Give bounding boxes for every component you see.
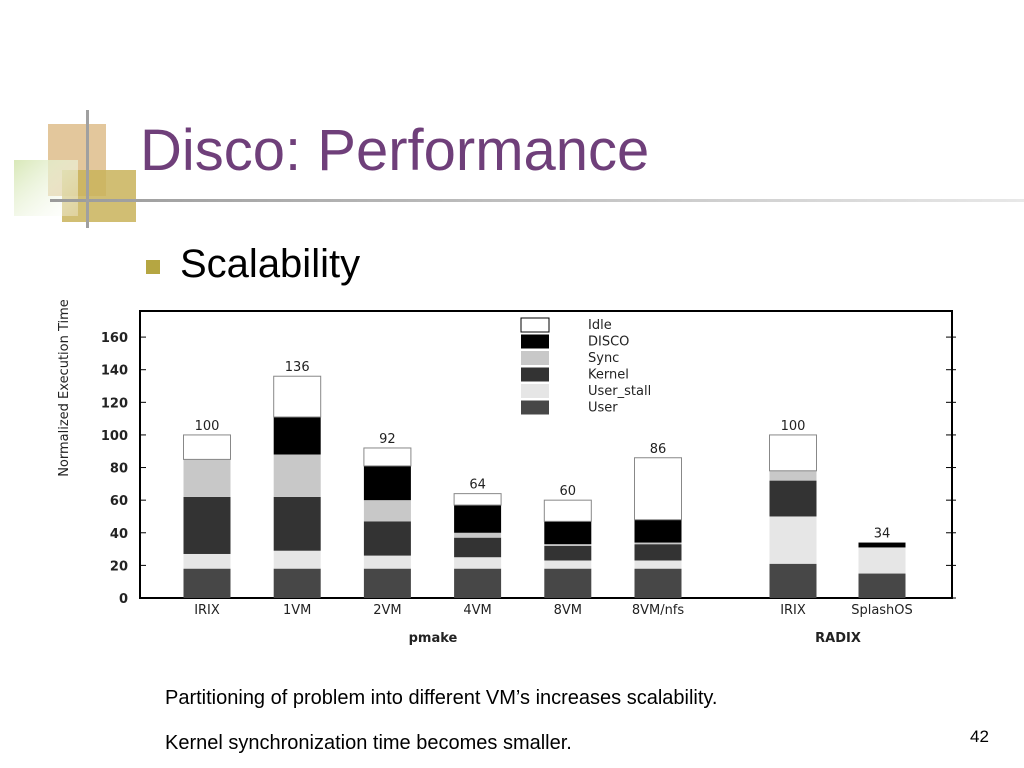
x-tick-label: 8VM/nfs bbox=[632, 603, 685, 618]
total-label: 100 bbox=[195, 419, 220, 434]
bar-segment bbox=[453, 493, 502, 506]
bar-segment bbox=[183, 434, 231, 460]
bar-segment bbox=[769, 470, 817, 481]
total-label: 34 bbox=[874, 527, 891, 542]
bar-segment bbox=[634, 568, 682, 598]
x-tick-label: 2VM bbox=[373, 603, 401, 618]
bar-segment bbox=[454, 557, 502, 569]
bar-segment bbox=[634, 519, 682, 543]
legend-label: DISCO bbox=[588, 335, 629, 350]
x-tick-label: 8VM bbox=[554, 603, 582, 618]
bar-segment bbox=[273, 496, 321, 551]
legend-swatch bbox=[521, 334, 549, 349]
bar-segment bbox=[769, 516, 817, 564]
bar-segment bbox=[273, 375, 322, 418]
bar-segment bbox=[183, 496, 231, 554]
bar-segment bbox=[858, 573, 906, 598]
bar-segment bbox=[454, 505, 502, 533]
bar-segment bbox=[634, 544, 682, 561]
x-tick-label: IRIX bbox=[780, 603, 806, 618]
x-tick-label: 1VM bbox=[283, 603, 311, 618]
bar-segment bbox=[544, 521, 592, 545]
bar-segment bbox=[363, 555, 411, 569]
legend-swatch bbox=[520, 317, 550, 333]
legend-swatch bbox=[521, 351, 549, 365]
deco-line bbox=[86, 110, 89, 228]
bar-segment bbox=[454, 537, 502, 558]
bar-segment bbox=[273, 550, 321, 569]
y-tick-label: 40 bbox=[110, 527, 128, 542]
bar-segment bbox=[273, 568, 321, 598]
y-tick-label: 20 bbox=[110, 559, 128, 574]
bar-segment bbox=[363, 500, 411, 522]
y-tick-label: 0 bbox=[119, 592, 128, 607]
bar-segment bbox=[363, 521, 411, 556]
x-tick-label: IRIX bbox=[194, 603, 220, 618]
bar-segment bbox=[544, 560, 592, 569]
total-label: 100 bbox=[781, 419, 806, 434]
bar-segment bbox=[363, 465, 411, 501]
group-label: pmake bbox=[409, 631, 458, 646]
legend-label: Idle bbox=[588, 318, 612, 333]
bar-segment bbox=[634, 457, 682, 521]
bullet-text: Scalability bbox=[180, 242, 360, 286]
y-tick-label: 160 bbox=[101, 331, 128, 346]
legend-label: User_stall bbox=[588, 384, 651, 399]
bar-segment bbox=[183, 553, 231, 569]
bar-segment bbox=[769, 480, 817, 517]
legend-swatch bbox=[521, 384, 549, 398]
bar-segment bbox=[544, 568, 592, 598]
decoration bbox=[14, 110, 1024, 228]
bar-segment bbox=[544, 545, 592, 561]
slide-title: Disco: Performance bbox=[140, 118, 649, 183]
bar-segment bbox=[858, 547, 906, 574]
bar-segment bbox=[363, 447, 412, 467]
bar-segment bbox=[273, 454, 321, 497]
y-axis-label: Normalized Execution Time bbox=[57, 299, 72, 477]
bar-segment bbox=[454, 532, 502, 538]
legend-swatch bbox=[521, 400, 549, 415]
bar-segment bbox=[363, 568, 411, 598]
bar-segment bbox=[543, 499, 592, 522]
total-label: 136 bbox=[285, 360, 310, 375]
legend-label: Sync bbox=[588, 351, 619, 366]
y-tick-label: 80 bbox=[110, 462, 128, 477]
legend-label: Kernel bbox=[588, 368, 629, 383]
group-label: RADIX bbox=[815, 631, 861, 646]
caption: Kernel synchronization time becomes smal… bbox=[165, 732, 572, 754]
y-tick-label: 120 bbox=[101, 396, 128, 411]
legend-label: User bbox=[588, 401, 618, 416]
bar-segment bbox=[273, 416, 321, 455]
bullet-marker bbox=[146, 260, 160, 274]
y-tick-label: 100 bbox=[101, 429, 128, 444]
bar-segment bbox=[634, 560, 682, 569]
total-label: 60 bbox=[560, 484, 577, 499]
bar-segment bbox=[544, 544, 592, 546]
total-label: 64 bbox=[469, 478, 486, 493]
bar-segment bbox=[858, 542, 906, 548]
bar-segment bbox=[769, 563, 817, 598]
y-tick-label: 140 bbox=[101, 364, 128, 379]
legend-swatch bbox=[521, 367, 549, 382]
title-rule bbox=[50, 199, 1024, 202]
total-label: 86 bbox=[650, 442, 667, 457]
total-label: 92 bbox=[379, 432, 396, 447]
bar-segment bbox=[769, 434, 817, 472]
y-tick-label: 60 bbox=[110, 494, 128, 509]
caption: Partitioning of problem into different V… bbox=[165, 687, 718, 709]
deco-square bbox=[14, 160, 78, 216]
bar-segment bbox=[634, 542, 682, 545]
bar-segment bbox=[183, 568, 231, 598]
x-tick-label: 4VM bbox=[463, 603, 491, 618]
page-number: 42 bbox=[970, 727, 989, 746]
x-tick-label: SplashOS bbox=[851, 603, 913, 618]
bar-segment bbox=[454, 568, 502, 598]
bar-segment bbox=[183, 459, 231, 497]
